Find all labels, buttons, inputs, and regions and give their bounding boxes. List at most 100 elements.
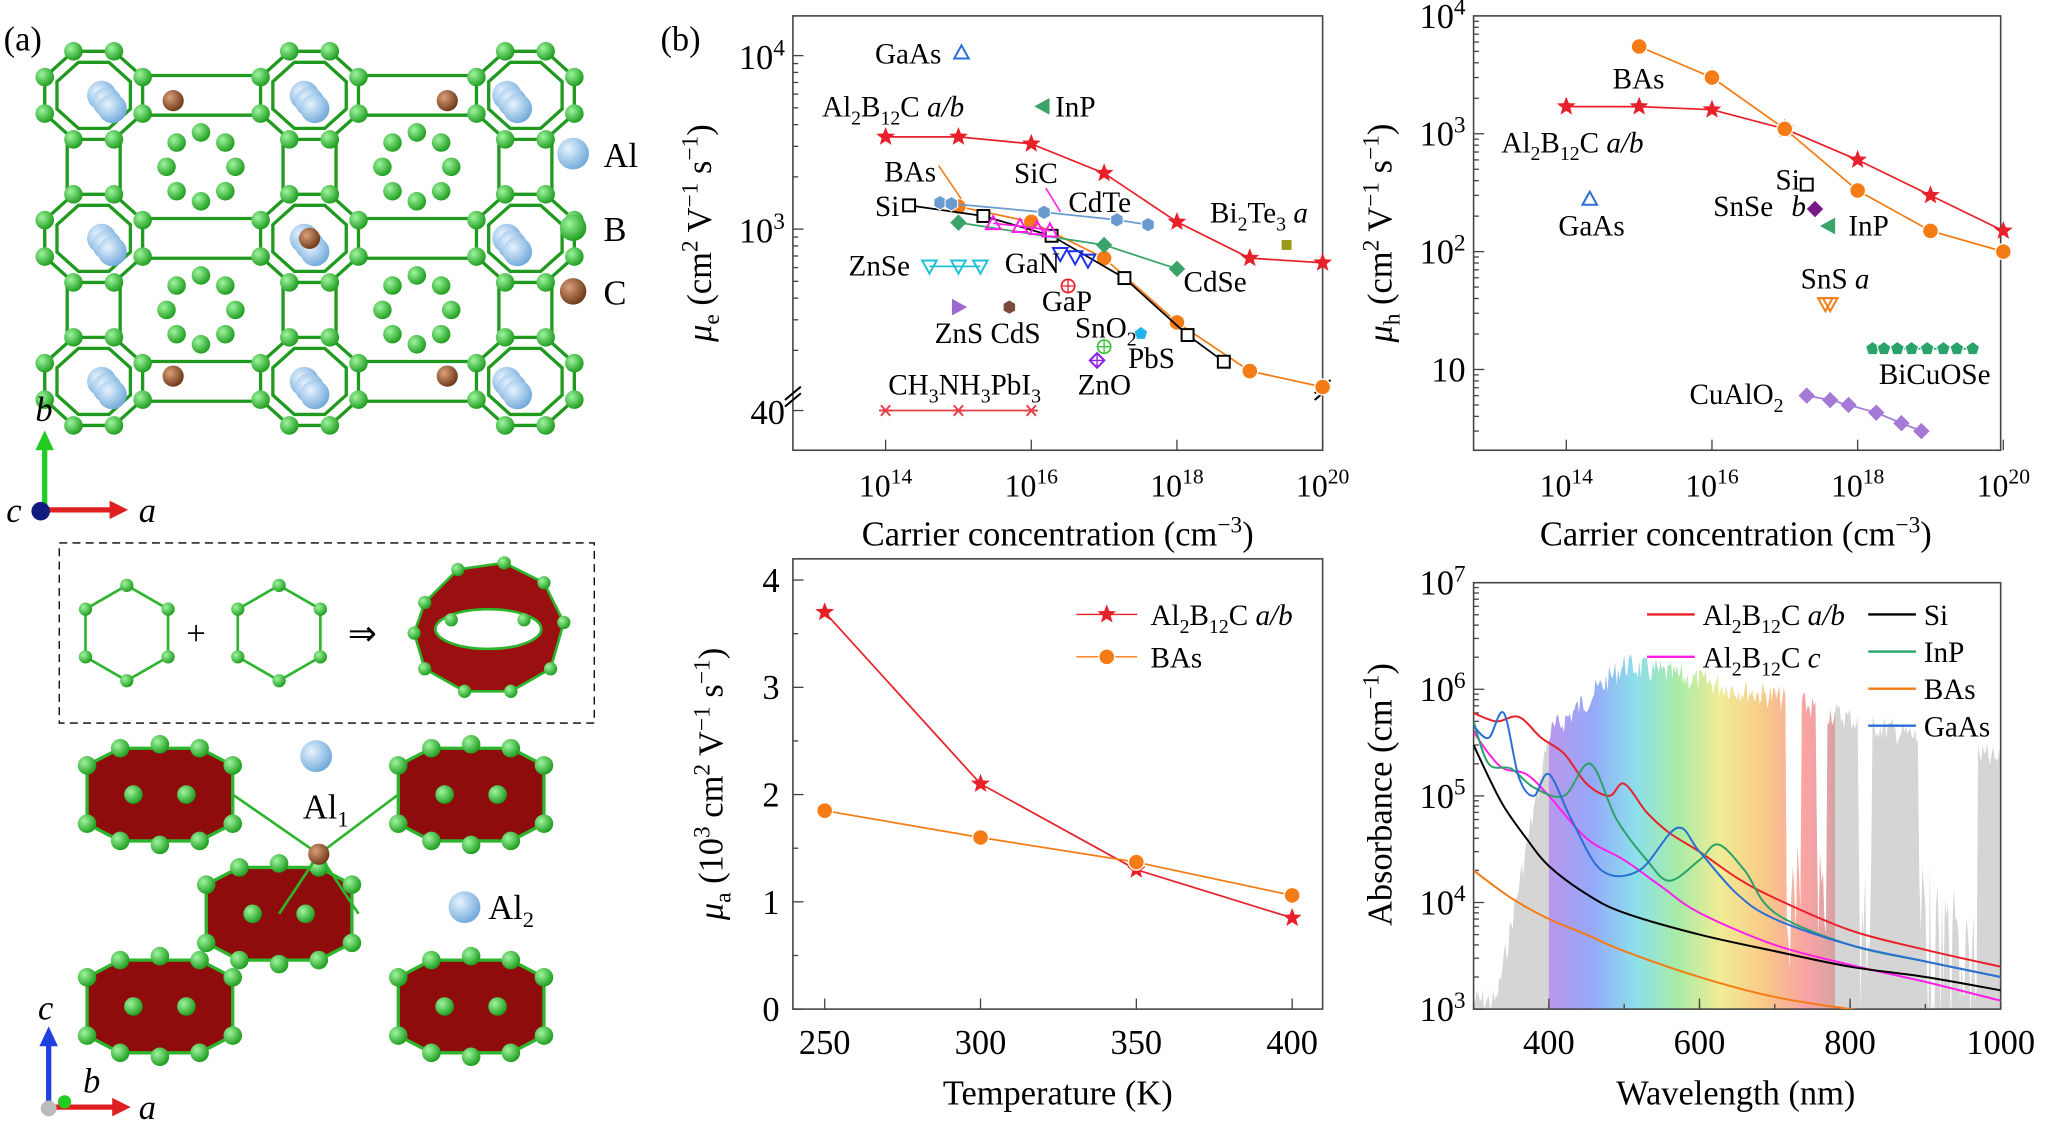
b-atom bbox=[557, 615, 571, 630]
b-atom bbox=[467, 353, 486, 373]
series-bicuose bbox=[1864, 340, 1981, 356]
b-atom bbox=[422, 1043, 441, 1063]
b-atom bbox=[216, 276, 235, 295]
b-atom bbox=[157, 300, 176, 320]
data-point bbox=[951, 404, 966, 417]
data-point bbox=[1028, 219, 1047, 236]
b-atom bbox=[35, 67, 55, 87]
data-point bbox=[1840, 396, 1857, 414]
data-point bbox=[1180, 328, 1195, 343]
x-tick-label: 350 bbox=[1111, 1024, 1163, 1062]
b-atom bbox=[320, 42, 340, 61]
bas-arrow-icon bbox=[937, 165, 962, 200]
b-atom bbox=[251, 353, 270, 373]
b-atom bbox=[431, 133, 451, 152]
ring-bonds bbox=[84, 583, 170, 683]
legend-label-1: BAs bbox=[1150, 642, 1202, 674]
b-atom bbox=[280, 130, 299, 149]
b-atom bbox=[196, 875, 216, 894]
data-point bbox=[1821, 391, 1839, 409]
data-point bbox=[1094, 163, 1114, 182]
data-point bbox=[1133, 325, 1149, 340]
b-ring bbox=[474, 192, 576, 285]
b-atom bbox=[565, 104, 584, 123]
b-atom bbox=[565, 390, 584, 409]
point-label-1: Al2B12C a/b bbox=[1501, 127, 1643, 165]
point-label-7: SnS a bbox=[1801, 264, 1870, 296]
b-atom bbox=[110, 1043, 130, 1063]
cage-body bbox=[204, 865, 354, 962]
b-atom bbox=[488, 785, 507, 804]
series-line bbox=[824, 611, 1293, 919]
point-label-10: CdSe bbox=[1184, 266, 1247, 298]
b-atom bbox=[133, 353, 152, 373]
al-atom bbox=[502, 237, 533, 267]
b-atom bbox=[407, 192, 427, 211]
b-atom bbox=[435, 785, 454, 804]
absorbance-chart: 400 600 800 1000 107 106 105 104 103 Wavelength (… bbox=[1358, 561, 2035, 1112]
data-point bbox=[1141, 216, 1155, 233]
b-atom bbox=[251, 390, 270, 409]
x-tick-label: 1014 bbox=[1540, 464, 1594, 503]
series-al2b12c-a-b bbox=[876, 126, 1333, 271]
b-atom bbox=[104, 328, 124, 347]
data-point bbox=[1556, 96, 1576, 115]
series-znse bbox=[920, 259, 990, 276]
b-atom bbox=[124, 785, 143, 804]
x-tick-label: 1020 bbox=[1977, 464, 2030, 503]
b-atom bbox=[320, 328, 340, 347]
b-atom bbox=[383, 133, 402, 152]
data-point bbox=[1078, 253, 1097, 270]
y-axis-label: μa (103 cm2 V−1 s−1) bbox=[689, 648, 736, 921]
b-atom bbox=[349, 67, 368, 87]
mobility-temperature-chart: 250 300 350 400 0 1 2 3 4 Temperature (K) μa (103 … bbox=[689, 558, 1324, 1112]
ring-assembly-inset: + ⇒ bbox=[58, 542, 595, 724]
b-atom bbox=[231, 602, 245, 616]
axis-label-a: a bbox=[139, 492, 156, 530]
b-atom bbox=[342, 875, 362, 894]
b-atom bbox=[150, 1047, 170, 1067]
point-label-8: ZnSe bbox=[849, 250, 910, 282]
series-al2b12c-a-b bbox=[815, 602, 1302, 926]
legend-label-4: BAs bbox=[1924, 674, 1976, 706]
crystal-structure-view bbox=[35, 42, 584, 435]
point-label-3: BAs bbox=[884, 156, 936, 188]
b-atom bbox=[497, 556, 511, 570]
b-atom bbox=[64, 328, 83, 347]
series-cds bbox=[1002, 299, 1017, 315]
al-atom bbox=[300, 94, 330, 124]
b-atom bbox=[35, 390, 55, 409]
b-atom bbox=[104, 130, 124, 149]
b-atom bbox=[389, 968, 408, 987]
data-point bbox=[1913, 422, 1930, 440]
b-atom bbox=[296, 904, 315, 924]
y-axis-label: μe (cm2 V−1 s−1) bbox=[678, 124, 725, 343]
b-atom bbox=[104, 273, 124, 292]
series-sic bbox=[984, 213, 1059, 238]
point-label-7: Bi2Te3 a bbox=[1210, 197, 1308, 235]
b-atom bbox=[251, 67, 270, 87]
y-tick-label: 40 bbox=[751, 394, 785, 432]
b-ring-inner bbox=[487, 60, 564, 131]
data-point bbox=[920, 259, 939, 276]
solar-spectrum-background bbox=[1473, 653, 2001, 1010]
data-point bbox=[1024, 404, 1038, 417]
b-atom bbox=[104, 416, 124, 435]
b-atom bbox=[77, 756, 97, 775]
series-si bbox=[1473, 744, 2001, 992]
y-tick-label: 1 bbox=[762, 884, 779, 922]
cage-body bbox=[85, 746, 235, 843]
data-point bbox=[1799, 177, 1814, 192]
data-point bbox=[1806, 200, 1824, 218]
b-atom bbox=[226, 157, 245, 177]
b-atom bbox=[451, 562, 465, 577]
b-atom bbox=[191, 266, 211, 285]
data-point bbox=[1921, 185, 1940, 204]
b-atom bbox=[565, 247, 584, 266]
data-point bbox=[1096, 339, 1112, 355]
series-inp bbox=[1034, 97, 1050, 115]
axis-label-c: c bbox=[6, 492, 21, 530]
b12-cage bbox=[77, 734, 243, 855]
x-tick-label: 250 bbox=[799, 1024, 851, 1062]
